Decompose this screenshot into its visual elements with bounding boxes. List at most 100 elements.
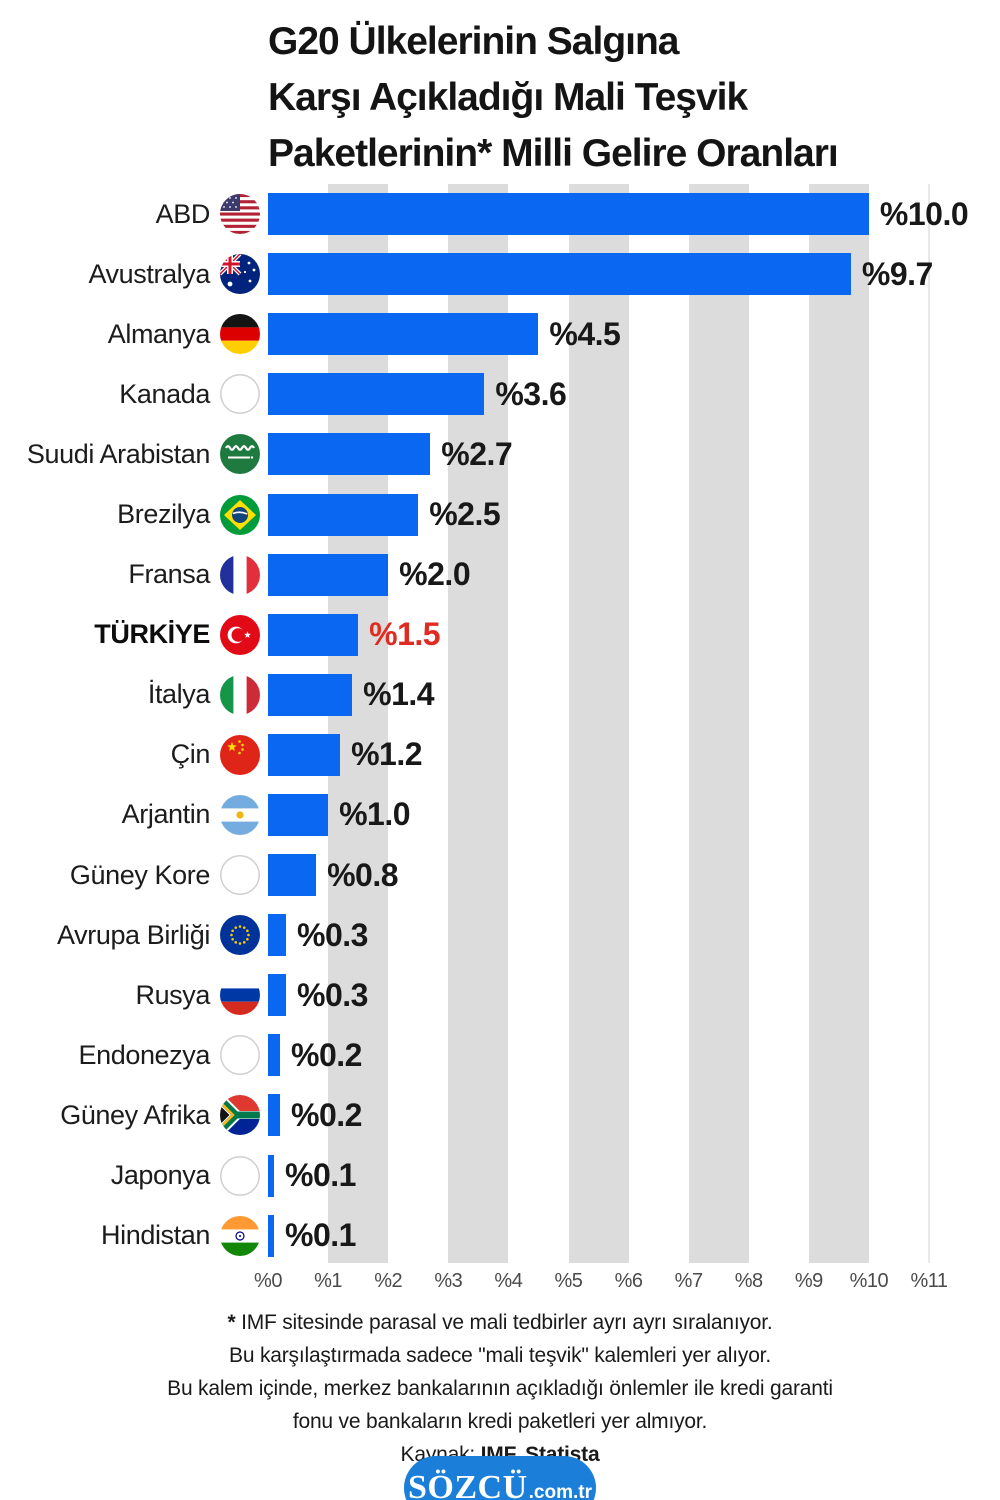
bar-track: %1.5	[268, 605, 929, 665]
value-label: %0.2	[291, 1096, 362, 1133]
flag-fransa-icon	[220, 554, 260, 595]
axis-tick: %0	[254, 1270, 282, 1292]
flag-guney-kore-icon	[220, 855, 260, 896]
bar	[268, 974, 287, 1017]
sozcu-suffix: .com.tr	[528, 1481, 592, 1500]
footnote-line-3: Bu kalem içinde, merkez bankalarının açı…	[167, 1377, 833, 1400]
value-label: %1.0	[339, 796, 411, 833]
country-label: Güney Afrika	[60, 1099, 210, 1130]
flag-suudi-arabistan-icon	[220, 434, 260, 475]
bar-track: %10.0	[268, 184, 969, 244]
value-label: %0.1	[285, 1157, 356, 1194]
bar	[268, 613, 359, 656]
plot-background	[0, 184, 1000, 1263]
value-label: %1.4	[363, 676, 435, 713]
bar-track: %9.7	[268, 244, 933, 304]
bar-chart-rows: ABD %10.0 Avustralya %9.7	[0, 184, 1000, 1266]
flag-cin-icon	[220, 734, 260, 775]
flag-turkiye-icon	[220, 614, 260, 655]
flag-avustralya-icon	[220, 254, 260, 295]
axis-tick: %10	[849, 1270, 889, 1292]
flag-italya-icon	[220, 674, 260, 715]
value-label: %10.0	[879, 195, 969, 232]
country-label: Arjantin	[121, 799, 211, 830]
bar	[268, 1154, 274, 1197]
flag-avrupa-birligi-icon	[220, 915, 260, 956]
chart-row-endonezya: Endonezya %0.2	[0, 1025, 1000, 1085]
chart-row-turkiye: TÜRKİYE %1.5	[0, 605, 1000, 665]
axis-tick: %6	[614, 1270, 643, 1292]
chart-row-almanya: Almanya %4.5	[0, 304, 1000, 364]
value-label: %9.7	[861, 255, 933, 292]
chart-row-guney-afrika: Güney Afrika %0.2	[0, 1085, 1000, 1145]
country-label: Avrupa Birliği	[57, 919, 210, 950]
chart-row-hindistan: Hindistan %0.1	[0, 1206, 1000, 1266]
country-label: İtalya	[147, 679, 211, 710]
chart-row-rusya: Rusya %0.3	[0, 965, 1000, 1025]
value-label: %2.7	[441, 435, 513, 472]
bar-track: %0.2	[268, 1085, 929, 1145]
bar-track: %2.7	[268, 424, 929, 484]
title-line-2: Karşı Açıkladığı Mali Teşvik	[268, 76, 748, 119]
chart-row-abd: ABD %10.0	[0, 184, 1000, 244]
footnote-block: * IMF sitesinde parasal ve mali tedbirle…	[0, 1306, 1000, 1471]
axis-tick: %4	[494, 1270, 523, 1292]
flag-kanada-icon	[220, 374, 260, 415]
axis-tick: %1	[314, 1270, 343, 1292]
country-label: Fransa	[128, 559, 210, 590]
country-label: Japonya	[110, 1160, 211, 1191]
value-label: %2.5	[429, 496, 501, 533]
axis-tick: %9	[794, 1270, 823, 1292]
value-label: %0.8	[327, 856, 398, 893]
grid-band	[689, 184, 749, 1263]
flag-abd-icon	[220, 194, 260, 235]
country-label: Rusya	[135, 979, 210, 1010]
value-label: %0.1	[285, 1217, 356, 1254]
axis-tick: %3	[434, 1270, 463, 1292]
chart-row-italya: İtalya %1.4	[0, 665, 1000, 725]
chart-row-guney-kore: Güney Kore %0.8	[0, 845, 1000, 905]
footnote-star: *	[227, 1311, 236, 1334]
bar-track: %2.0	[268, 545, 929, 605]
bar-track: %0.8	[268, 845, 929, 905]
flag-brezilya-icon	[220, 494, 260, 535]
bar	[268, 253, 851, 296]
bar-track: %1.2	[268, 725, 929, 785]
grid-band	[328, 184, 388, 1263]
flag-almanya-icon	[220, 314, 260, 355]
flag-guney-afrika-icon	[220, 1095, 260, 1136]
bar	[268, 553, 389, 596]
title-line-3: Paketlerinin* Milli Gelire Oranları	[268, 132, 839, 175]
footnote-line-4: fonu ve bankaların kredi paketleri yer a…	[292, 1410, 708, 1433]
x-axis: %0 %1 %2 %3 %4 %5 %6 %7 %8 %9 %10 %11	[0, 1270, 1000, 1300]
country-label: ABD	[155, 198, 211, 229]
grid-band	[809, 184, 869, 1263]
axis-tick: %2	[374, 1270, 403, 1292]
gridline-right	[928, 184, 930, 1263]
bar	[268, 854, 317, 897]
value-label: %0.2	[291, 1036, 362, 1073]
chart-row-brezilya: Brezilya %2.5	[0, 484, 1000, 544]
bar	[268, 1034, 281, 1077]
sozcu-logo: SÖZCÜ .com.tr	[404, 1456, 596, 1500]
bar-track: %0.3	[268, 905, 929, 965]
chart-row-avustralya: Avustralya %9.7	[0, 244, 1000, 304]
country-label: Brezilya	[117, 499, 210, 530]
footnote-line-1: * IMF sitesinde parasal ve mali tedbirle…	[227, 1311, 773, 1334]
country-label: Almanya	[107, 318, 211, 349]
bar-track: %0.1	[268, 1146, 929, 1206]
bar	[268, 733, 341, 776]
chart-row-fransa: Fransa %2.0	[0, 545, 1000, 605]
grid-band	[448, 184, 508, 1263]
flag-hindistan-icon	[220, 1215, 260, 1256]
bar	[268, 433, 431, 476]
value-label: %2.0	[399, 556, 471, 593]
footnote-line-2: Bu karşılaştırmada sadece "mali teşvik" …	[229, 1344, 771, 1367]
chart-row-japonya: Japonya %0.1	[0, 1146, 1000, 1206]
country-label: TÜRKİYE	[94, 619, 210, 650]
bar	[268, 193, 869, 236]
chart-row-arjantin: Arjantin %1.0	[0, 785, 1000, 845]
country-label: Avustralya	[88, 258, 210, 289]
country-label: Güney Kore	[69, 859, 210, 890]
country-label: Suudi Arabistan	[26, 438, 211, 469]
